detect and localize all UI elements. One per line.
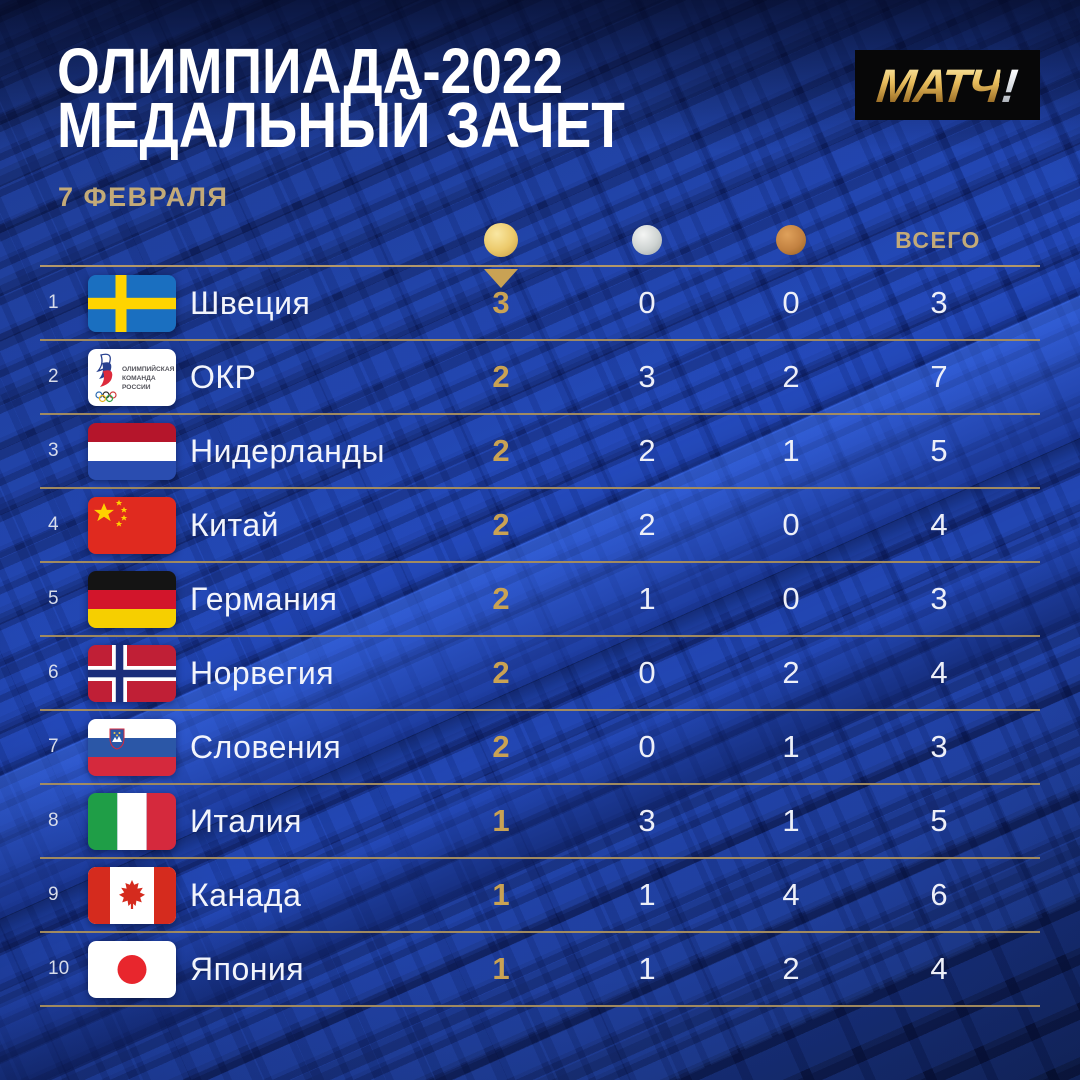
rank-label: 7 xyxy=(48,736,59,757)
total-count: 6 xyxy=(930,877,948,912)
sort-indicator-gold-icon xyxy=(484,269,518,288)
roc-text-line2: КОМАНДА xyxy=(122,375,156,382)
silver-count: 0 xyxy=(638,729,656,764)
silver-count: 1 xyxy=(638,951,656,986)
rank-label: 9 xyxy=(48,884,59,905)
gold-count: 2 xyxy=(492,507,510,542)
page-title: ОЛИМПИАДА-2022 МЕДАЛЬНЫЙ ЗАЧЕТ xyxy=(57,35,625,161)
roc-text-line1: ОЛИМПИЙСКАЯ xyxy=(122,364,175,373)
rank-label: 2 xyxy=(48,366,59,387)
flag-roc-icon: ОЛИМПИЙСКАЯ КОМАНДА РОССИИ xyxy=(88,341,176,413)
bronze-count: 1 xyxy=(782,803,800,838)
table-row: 10 Япония 1 1 2 4 xyxy=(40,933,1040,1007)
flag-italy-icon xyxy=(88,785,176,857)
total-count: 7 xyxy=(930,359,948,394)
total-count: 4 xyxy=(930,507,948,542)
title-line-2: МЕДАЛЬНЫЙ ЗАЧЕТ xyxy=(57,89,625,161)
rank-label: 3 xyxy=(48,440,59,461)
bronze-count: 1 xyxy=(782,729,800,764)
bronze-count: 4 xyxy=(782,877,800,912)
flag-slovenia-icon xyxy=(88,711,176,783)
silver-count: 2 xyxy=(638,507,656,542)
country-label: Китай xyxy=(190,506,279,543)
rank-label: 5 xyxy=(48,588,59,609)
bronze-count: 0 xyxy=(782,285,800,320)
match-tv-logo: МАТЧ ! xyxy=(855,50,1040,120)
silver-count: 1 xyxy=(638,581,656,616)
bronze-count: 2 xyxy=(782,951,800,986)
bronze-count: 2 xyxy=(782,655,800,690)
gold-count: 3 xyxy=(492,285,510,320)
bronze-count: 0 xyxy=(782,581,800,616)
country-label: ОКР xyxy=(190,358,257,395)
flag-canada-icon xyxy=(88,859,176,931)
silver-count: 3 xyxy=(638,359,656,394)
silver-count: 3 xyxy=(638,803,656,838)
rank-label: 8 xyxy=(48,810,59,831)
roc-text-line3: РОССИИ xyxy=(122,384,151,391)
title-line-1: ОЛИМПИАДА-2022 xyxy=(57,35,564,107)
match-tv-logo-exclamation: ! xyxy=(999,58,1021,112)
country-label: Словения xyxy=(190,728,342,765)
bronze-count: 1 xyxy=(782,433,800,468)
country-label: Италия xyxy=(190,802,302,839)
total-count: 3 xyxy=(930,729,948,764)
silver-count: 2 xyxy=(638,433,656,468)
flag-sweden-icon xyxy=(88,267,176,339)
bronze-count: 0 xyxy=(782,507,800,542)
bronze-count: 2 xyxy=(782,359,800,394)
table-header-divider xyxy=(40,265,1040,267)
silver-medal-icon xyxy=(632,225,662,255)
gold-count: 2 xyxy=(492,359,510,394)
table-row: 6 Норвегия 2 0 2 4 xyxy=(40,637,1040,711)
date-label: 7 ФЕВРАЛЯ xyxy=(58,182,229,212)
match-tv-logo-text: МАТЧ xyxy=(874,58,1003,112)
table-row: 4 Китай 2 2 0 4 xyxy=(40,489,1040,563)
silver-count: 1 xyxy=(638,877,656,912)
rank-label: 10 xyxy=(48,958,70,979)
total-count: 4 xyxy=(930,951,948,986)
flag-japan-icon xyxy=(88,933,176,1005)
country-label: Германия xyxy=(190,580,338,617)
country-label: Нидерланды xyxy=(190,432,385,469)
total-count: 3 xyxy=(930,285,948,320)
gold-count: 1 xyxy=(492,877,510,912)
total-column-header: ВСЕГО xyxy=(895,227,981,253)
country-label: Япония xyxy=(190,950,305,987)
total-count: 5 xyxy=(930,433,948,468)
bronze-medal-icon xyxy=(776,225,806,255)
country-label: Норвегия xyxy=(190,654,335,691)
rank-label: 4 xyxy=(48,514,59,535)
country-label: Швеция xyxy=(190,284,311,321)
gold-count: 1 xyxy=(492,803,510,838)
table-row: 7 Словения 2 0 1 3 xyxy=(40,711,1040,785)
total-count: 4 xyxy=(930,655,948,690)
silver-count: 0 xyxy=(638,285,656,320)
table-row: 3 Нидерланды 2 2 1 5 xyxy=(40,415,1040,489)
gold-count: 2 xyxy=(492,433,510,468)
rank-label: 6 xyxy=(48,662,59,683)
table-row: 2 ОЛИМПИЙСКАЯ КОМАНДА РОССИИ ОКР 2 xyxy=(40,341,1040,415)
flag-germany-icon xyxy=(88,563,176,635)
gold-medal-icon xyxy=(484,223,518,257)
total-count: 5 xyxy=(930,803,948,838)
country-label: Канада xyxy=(190,876,302,913)
gold-count: 2 xyxy=(492,729,510,764)
flag-norway-icon xyxy=(88,637,176,709)
flag-china-icon xyxy=(88,489,176,561)
table-row: 9 Канада 1 1 4 6 xyxy=(40,859,1040,933)
table-row: 8 Италия 1 3 1 5 xyxy=(40,785,1040,859)
gold-count: 2 xyxy=(492,655,510,690)
table-row: 5 Германия 2 1 0 3 xyxy=(40,563,1040,637)
table-row: 1 Швеция 3 0 0 3 xyxy=(40,267,1040,341)
total-count: 3 xyxy=(930,581,948,616)
flag-netherlands-icon xyxy=(88,415,176,487)
rank-label: 1 xyxy=(48,292,59,313)
silver-count: 0 xyxy=(638,655,656,690)
gold-count: 2 xyxy=(492,581,510,616)
gold-count: 1 xyxy=(492,951,510,986)
